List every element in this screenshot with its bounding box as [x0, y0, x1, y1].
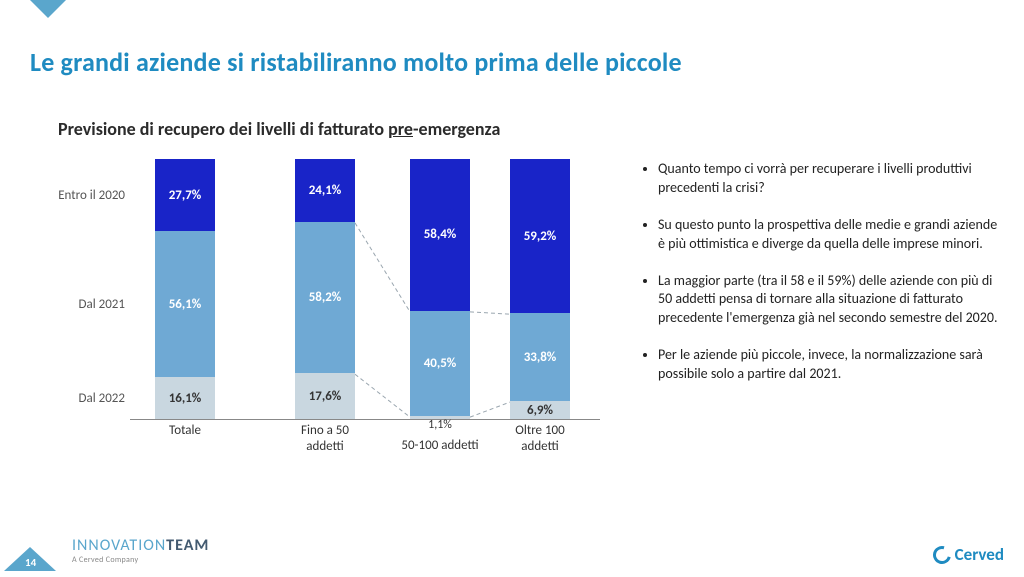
corner-triangle-icon — [30, 0, 66, 18]
bar-segment-mid: 40,5% — [410, 311, 470, 416]
bar-segment-mid: 33,8% — [510, 313, 570, 401]
bar-column: 59,2%33,8%6,9% — [510, 159, 570, 419]
stacked-bar-chart: 27,7%56,1%16,1% 24,1%58,2%17,6% 58,4%40,5%… — [40, 160, 600, 470]
y-axis-label: Dal 2022 — [40, 391, 125, 406]
bar-column: 24,1%58,2%17,6% — [295, 159, 355, 419]
bar-column: 27,7%56,1%16,1% — [155, 159, 215, 419]
bar-column: 58,4%40,5% — [410, 159, 470, 419]
bar-segment-mid: 56,1% — [155, 231, 215, 377]
bullet-list: Quanto tempo ci vorrà per recuperare i l… — [640, 160, 1000, 402]
page-number: 14 — [25, 556, 36, 569]
brand-left: INNOVATIONTEAM A Cerved Company — [72, 536, 209, 565]
brand-right-text: Cerved — [955, 544, 1004, 565]
bar-segment-top: 59,2% — [510, 159, 570, 313]
chart-title-underlined: pre — [388, 118, 413, 140]
chart-title-prefix: Previsione di recupero dei livelli di fa… — [58, 118, 388, 140]
bar-bottom-label-below: 1,1% — [410, 418, 470, 432]
bullet-item: Su questo punto la prospettiva delle med… — [658, 216, 1000, 254]
chart-title-suffix: -emergenza — [413, 118, 500, 140]
bar-segment-bot: 16,1% — [155, 377, 215, 419]
bullet-item: La maggior parte (tra il 58 e il 59%) de… — [658, 272, 1000, 329]
y-axis-label: Entro il 2020 — [40, 188, 125, 203]
brand-left-line2: A Cerved Company — [72, 555, 209, 565]
bullet-item: Per le aziende più piccole, invece, la n… — [658, 346, 1000, 384]
bullet-ul: Quanto tempo ci vorrà per recuperare i l… — [640, 160, 1000, 384]
x-axis — [130, 419, 600, 420]
page-title: Le grandi aziende si ristabiliranno molt… — [30, 46, 682, 78]
bar-segment-bot: 6,9% — [510, 401, 570, 419]
chart-title: Previsione di recupero dei livelli di fa… — [58, 118, 500, 140]
bar-segment-top: 27,7% — [155, 159, 215, 231]
y-axis-label: Dal 2021 — [40, 297, 125, 312]
chart-plot: 27,7%56,1%16,1% 24,1%58,2%17,6% 58,4%40,5%… — [130, 160, 600, 420]
bar-segment-top: 58,4% — [410, 159, 470, 311]
brand-left-word2: TEAM — [166, 536, 209, 555]
x-axis-label: Totale — [135, 423, 235, 439]
x-axis-label: Oltre 100addetti — [490, 423, 590, 454]
x-axis-label: Fino a 50addetti — [275, 423, 375, 454]
bullet-item: Quanto tempo ci vorrà per recuperare i l… — [658, 160, 1000, 198]
brand-right: Cerved — [933, 544, 1004, 565]
brand-left-line1: INNOVATIONTEAM — [72, 536, 209, 555]
bar-segment-mid: 58,2% — [295, 222, 355, 373]
cerved-ring-icon — [929, 542, 954, 567]
brand-left-word1: INNOVATION — [72, 536, 166, 555]
slide: Le grandi aziende si ristabiliranno molt… — [0, 0, 1024, 577]
bar-segment-top: 24,1% — [295, 159, 355, 222]
x-axis-label: 50-100 addetti — [390, 438, 490, 454]
bar-segment-bot: 17,6% — [295, 373, 355, 419]
